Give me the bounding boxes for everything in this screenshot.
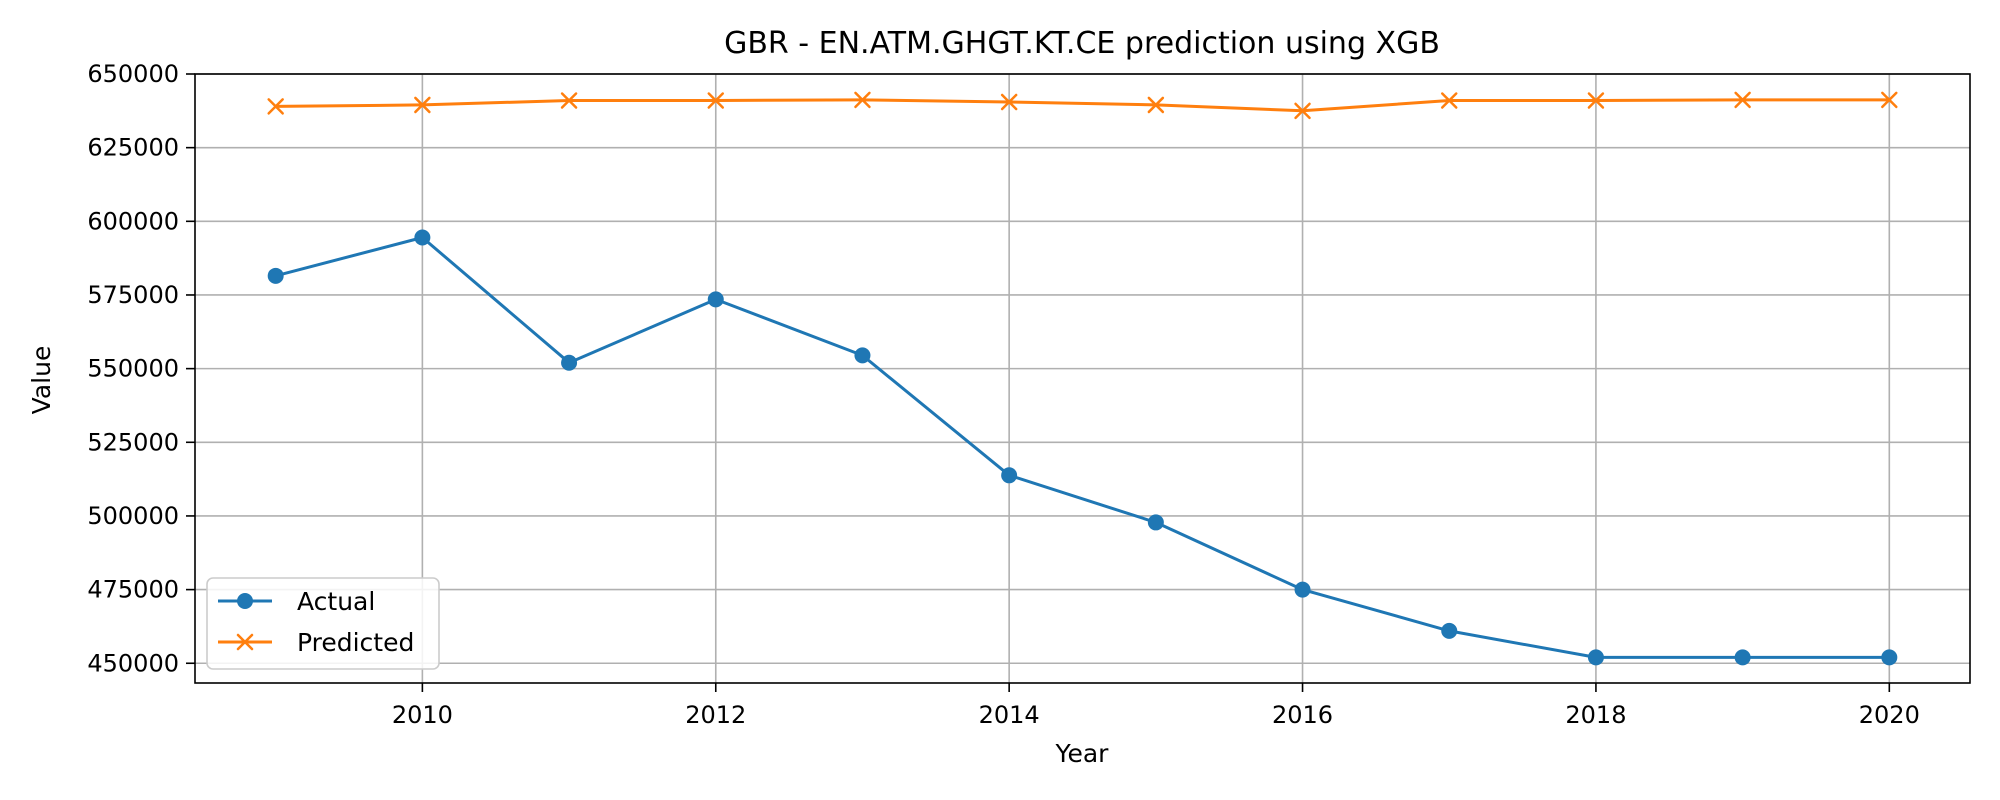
x-tick-label: 2018 bbox=[1565, 701, 1626, 729]
legend-label-predicted: Predicted bbox=[297, 628, 414, 657]
x-tick-label: 2020 bbox=[1859, 701, 1920, 729]
data-point-predicted bbox=[1734, 91, 1751, 109]
x-axis-ticks: 2010 2012 2014 2016 2018 2020 bbox=[392, 683, 1920, 729]
y-tick-label: 475000 bbox=[87, 576, 179, 604]
data-point-predicted bbox=[854, 91, 871, 109]
x-tick-label: 2010 bbox=[392, 701, 453, 729]
data-point-predicted bbox=[1147, 96, 1165, 114]
series-line-actual bbox=[275, 236, 1890, 659]
series-line-predicted bbox=[275, 98, 1890, 113]
data-point-predicted bbox=[1000, 93, 1018, 111]
data-point-predicted bbox=[560, 92, 578, 109]
data-point-predicted bbox=[267, 98, 284, 115]
data-point-actual bbox=[854, 347, 871, 364]
y-tick-label: 625000 bbox=[87, 134, 179, 162]
y-tick-label: 525000 bbox=[87, 428, 179, 456]
y-tick-label: 500000 bbox=[87, 502, 179, 530]
legend-marker-actual bbox=[237, 593, 253, 609]
data-point-actual bbox=[1441, 622, 1458, 639]
series-layer bbox=[267, 91, 1898, 666]
data-point-actual bbox=[707, 291, 724, 308]
data-point-actual bbox=[1734, 649, 1751, 666]
data-point-actual bbox=[1294, 581, 1311, 598]
legend-item-predicted: Predicted bbox=[218, 628, 414, 657]
x-tick-label: 2016 bbox=[1272, 701, 1333, 729]
legend-item-actual: Actual bbox=[218, 587, 375, 616]
data-point-predicted bbox=[1294, 102, 1311, 120]
data-point-actual bbox=[561, 354, 578, 371]
data-point-predicted bbox=[1440, 92, 1458, 109]
chart-title: GBR - EN.ATM.GHGT.KT.CE prediction using… bbox=[724, 26, 1440, 61]
y-tick-label: 650000 bbox=[87, 60, 179, 88]
data-point-actual bbox=[267, 267, 284, 284]
data-point-actual bbox=[414, 229, 431, 246]
data-point-predicted bbox=[1881, 91, 1898, 109]
data-point-actual bbox=[1147, 514, 1164, 531]
legend-label-actual: Actual bbox=[297, 587, 375, 616]
y-tick-label: 600000 bbox=[87, 207, 179, 235]
data-point-predicted bbox=[707, 92, 725, 109]
x-axis-label: Year bbox=[1055, 739, 1110, 768]
x-tick-label: 2014 bbox=[979, 701, 1040, 729]
x-tick-label: 2012 bbox=[685, 701, 746, 729]
plot-frame bbox=[194, 73, 1971, 684]
grid-lines bbox=[195, 73, 1970, 683]
y-tick-label: 550000 bbox=[87, 355, 179, 383]
y-axis-ticks: 450000 475000 500000 525000 550000 575000 6000… bbox=[87, 60, 195, 677]
data-point-actual bbox=[1001, 467, 1018, 484]
legend: Actual Predicted bbox=[206, 577, 440, 670]
data-point-predicted bbox=[1587, 92, 1605, 109]
y-tick-label: 450000 bbox=[87, 649, 179, 677]
y-tick-label: 575000 bbox=[87, 281, 179, 309]
data-point-actual bbox=[1881, 649, 1898, 666]
legend-marker-predicted bbox=[236, 633, 254, 651]
data-point-actual bbox=[1587, 649, 1604, 666]
data-point-predicted bbox=[414, 96, 431, 114]
y-axis-label: Value bbox=[27, 346, 56, 415]
